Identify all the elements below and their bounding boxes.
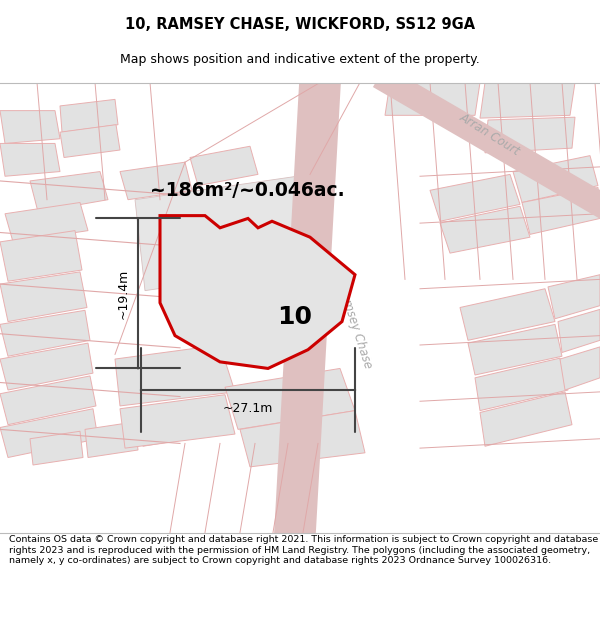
Polygon shape <box>480 392 572 446</box>
Polygon shape <box>513 156 598 202</box>
Text: Map shows position and indicative extent of the property.: Map shows position and indicative extent… <box>120 53 480 66</box>
Polygon shape <box>475 358 568 411</box>
Polygon shape <box>548 275 600 319</box>
Text: 10, RAMSEY CHASE, WICKFORD, SS12 9GA: 10, RAMSEY CHASE, WICKFORD, SS12 9GA <box>125 18 475 32</box>
Polygon shape <box>30 431 83 465</box>
Polygon shape <box>5 202 88 242</box>
Polygon shape <box>140 412 188 446</box>
Polygon shape <box>60 99 118 132</box>
Polygon shape <box>160 216 355 368</box>
Polygon shape <box>560 347 600 390</box>
Text: Ramsey Chase: Ramsey Chase <box>335 282 374 370</box>
Polygon shape <box>115 345 235 406</box>
Polygon shape <box>485 118 575 152</box>
Text: 10: 10 <box>277 305 313 329</box>
Polygon shape <box>0 409 98 458</box>
Text: Contains OS data © Crown copyright and database right 2021. This information is : Contains OS data © Crown copyright and d… <box>9 535 598 565</box>
Text: ~19.4m: ~19.4m <box>117 268 130 319</box>
Polygon shape <box>60 125 120 158</box>
Polygon shape <box>190 146 258 186</box>
Polygon shape <box>225 368 355 429</box>
Polygon shape <box>0 111 60 143</box>
Polygon shape <box>522 188 600 234</box>
Polygon shape <box>120 162 192 200</box>
Polygon shape <box>85 422 138 457</box>
Polygon shape <box>0 143 60 176</box>
Polygon shape <box>480 82 575 118</box>
Polygon shape <box>135 174 320 291</box>
Polygon shape <box>468 324 562 375</box>
Polygon shape <box>240 411 365 467</box>
Polygon shape <box>460 289 555 340</box>
Polygon shape <box>440 206 530 253</box>
Polygon shape <box>0 272 87 321</box>
Polygon shape <box>0 376 96 425</box>
Polygon shape <box>120 395 235 448</box>
Polygon shape <box>430 174 520 221</box>
Polygon shape <box>0 231 82 281</box>
Polygon shape <box>30 171 108 212</box>
Text: ~186m²/~0.046ac.: ~186m²/~0.046ac. <box>150 181 344 200</box>
Text: Arran Court: Arran Court <box>457 111 523 158</box>
Polygon shape <box>0 343 93 390</box>
Polygon shape <box>0 310 90 356</box>
Polygon shape <box>558 309 600 352</box>
Polygon shape <box>385 82 480 115</box>
Text: ~27.1m: ~27.1m <box>223 402 273 415</box>
